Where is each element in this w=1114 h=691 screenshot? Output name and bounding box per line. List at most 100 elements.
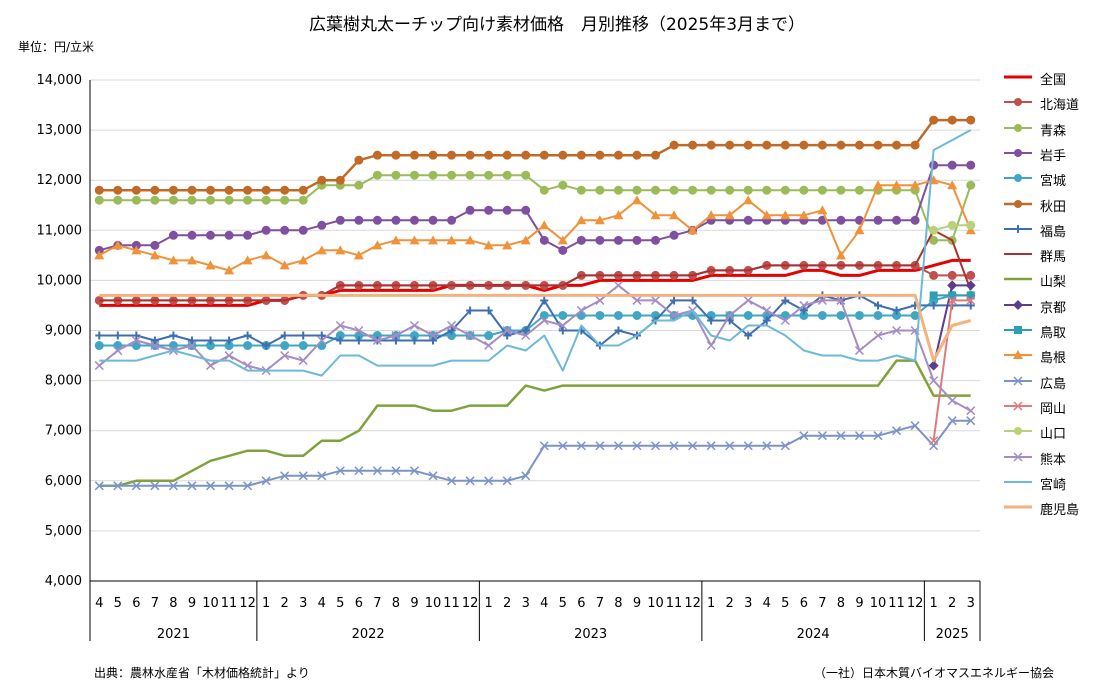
x-tick-label: 3 <box>744 596 752 611</box>
data-point-marker <box>335 245 346 255</box>
data-point-marker <box>317 335 327 346</box>
data-point-marker <box>261 185 271 195</box>
data-point <box>261 250 272 260</box>
data-point <box>762 185 772 195</box>
data-point-marker <box>131 335 141 346</box>
data-point <box>929 115 939 125</box>
data-point <box>688 441 698 451</box>
data-point-marker <box>243 331 252 340</box>
data-point <box>892 325 902 336</box>
legend-item: 福島 <box>1000 219 1110 240</box>
data-point-marker <box>966 115 976 125</box>
legend-swatch <box>1004 278 1032 281</box>
data-point <box>576 185 586 195</box>
data-point-marker <box>150 340 160 351</box>
data-point <box>372 335 382 346</box>
data-point <box>224 230 234 240</box>
data-point-marker <box>484 331 494 341</box>
data-point <box>799 185 809 195</box>
data-point <box>780 441 790 451</box>
series-line <box>99 129 972 377</box>
data-point <box>187 185 197 195</box>
data-point-marker <box>558 245 568 255</box>
legend-label: 鹿児島 <box>1040 503 1080 519</box>
data-point <box>502 240 513 250</box>
data-point <box>484 331 494 341</box>
data-point-marker <box>613 310 623 320</box>
data-point <box>836 310 846 320</box>
data-point <box>910 421 920 431</box>
data-point-marker <box>780 210 791 220</box>
data-point <box>817 431 827 441</box>
data-point-marker <box>966 406 976 416</box>
data-point-marker <box>94 250 105 260</box>
data-point-marker <box>279 260 290 270</box>
data-point-marker <box>521 150 531 160</box>
data-point <box>186 255 197 265</box>
data-point-marker <box>150 195 160 205</box>
data-point-marker <box>465 170 475 180</box>
data-point <box>502 150 512 160</box>
data-point <box>539 235 549 245</box>
data-point-marker <box>280 341 290 351</box>
data-point <box>206 185 216 195</box>
data-point-marker <box>558 320 568 331</box>
legend-swatch <box>1004 350 1032 360</box>
data-point <box>205 260 216 270</box>
data-point-marker <box>94 341 104 351</box>
data-point-marker <box>873 431 883 441</box>
data-point-marker <box>539 441 549 451</box>
data-point-marker <box>836 431 846 441</box>
x-tick-label: 7 <box>596 596 604 611</box>
data-point-marker <box>280 195 290 205</box>
data-point <box>836 215 846 225</box>
data-point <box>854 431 865 441</box>
data-point <box>279 260 290 270</box>
data-point <box>168 195 178 205</box>
data-point-marker <box>150 185 160 195</box>
data-point <box>891 180 902 190</box>
data-point-marker <box>892 306 901 315</box>
x-tick-label: 8 <box>614 596 622 611</box>
data-point-marker <box>539 220 550 230</box>
data-point-marker <box>206 230 216 240</box>
data-point-marker <box>94 361 104 371</box>
data-point <box>113 195 123 205</box>
data-point-marker <box>317 331 326 340</box>
data-point-marker <box>261 250 272 260</box>
legend-label: 京都 <box>1040 300 1067 316</box>
data-point-marker <box>298 471 308 481</box>
data-point-marker <box>613 210 624 220</box>
data-point-marker <box>503 331 512 340</box>
data-point <box>558 150 568 160</box>
legend-label: 青森 <box>1040 123 1067 139</box>
data-point <box>206 336 215 345</box>
data-point <box>428 215 438 225</box>
data-point <box>150 481 160 491</box>
data-point-marker <box>595 150 605 160</box>
data-point-marker <box>336 336 345 345</box>
data-point-marker <box>298 185 308 195</box>
series-8 <box>99 229 972 302</box>
legend-item: 宮城 <box>1000 168 1110 189</box>
data-point-marker <box>539 235 549 245</box>
legend-swatch <box>1004 299 1032 310</box>
data-point <box>650 210 661 220</box>
data-point <box>928 360 939 371</box>
data-point <box>187 340 197 351</box>
legend-marker <box>1014 427 1022 436</box>
data-point <box>762 140 772 150</box>
data-point-marker <box>576 215 587 225</box>
data-point <box>613 210 624 220</box>
data-point-marker <box>650 441 661 451</box>
data-point <box>873 180 884 190</box>
data-point <box>335 175 345 185</box>
data-point <box>484 205 494 215</box>
series-12 <box>94 175 976 275</box>
data-point-marker <box>669 441 679 451</box>
data-point-marker <box>206 195 216 205</box>
data-point-marker <box>409 320 420 331</box>
data-point-marker <box>243 230 253 240</box>
data-point-marker <box>576 235 586 245</box>
data-point-marker <box>409 170 419 180</box>
